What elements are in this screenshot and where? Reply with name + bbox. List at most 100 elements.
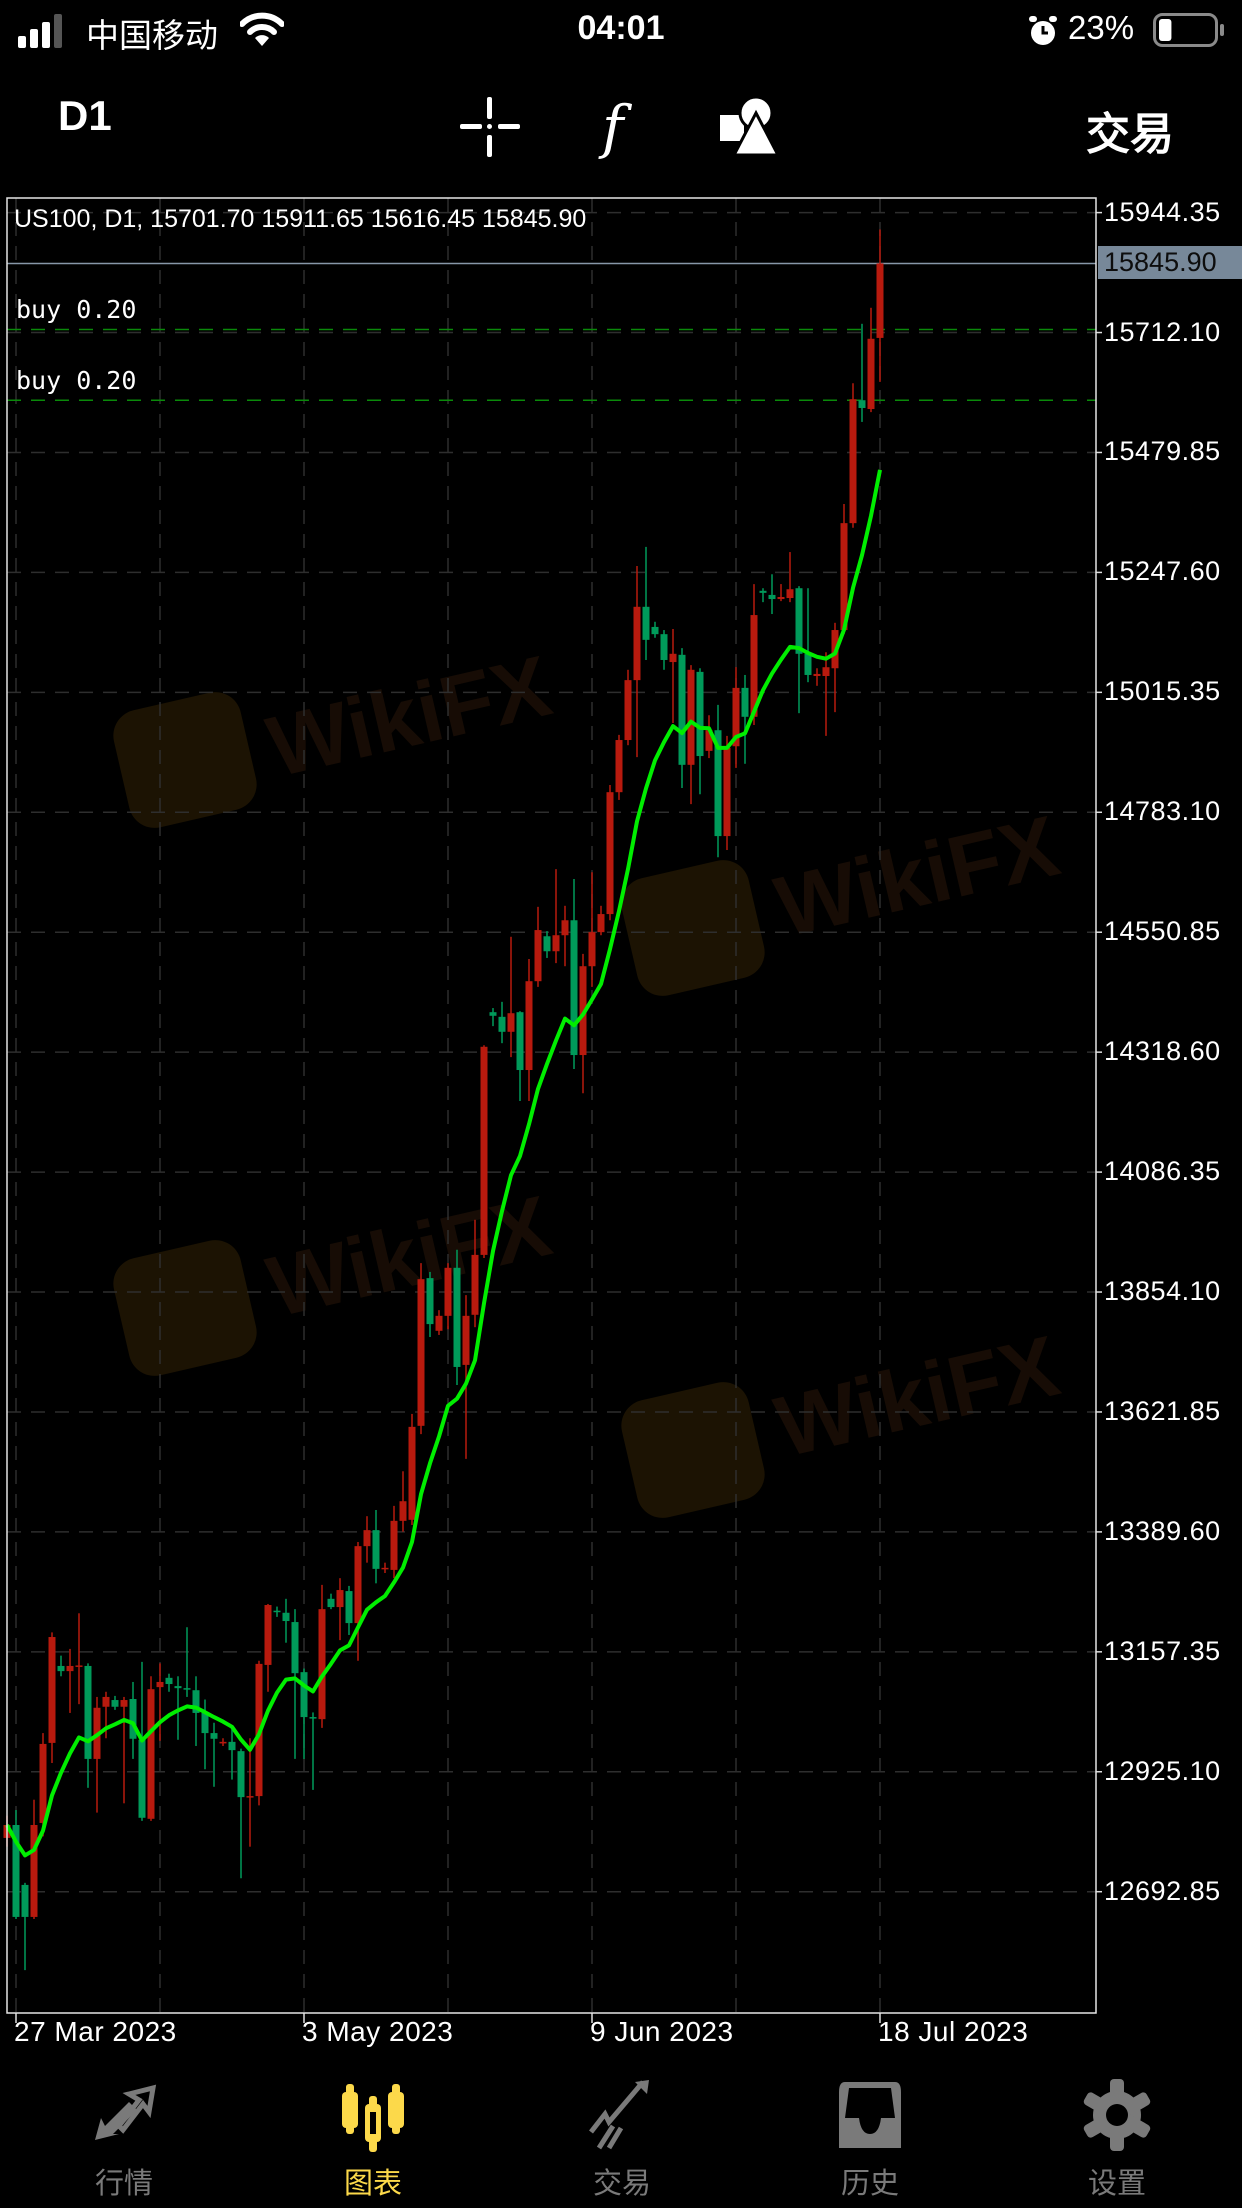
- candle-body-down: [327, 1598, 335, 1608]
- candle-body-up: [444, 1267, 452, 1316]
- buy-order-label[interactable]: buy 0.20: [16, 295, 137, 325]
- candle-body-up: [606, 792, 614, 915]
- tab-label: 历史: [840, 2168, 899, 2200]
- candle-body-up: [120, 1700, 128, 1707]
- candle-body-up: [75, 1665, 83, 1667]
- candle-body-up: [39, 1743, 47, 1823]
- candle-body-down: [192, 1690, 200, 1713]
- moving-average-line: [5, 469, 882, 1858]
- candle-body-down: [201, 1712, 209, 1734]
- objects-icon[interactable]: [718, 95, 782, 159]
- candle-body-down: [678, 654, 686, 765]
- quotes-arrows-icon: [95, 2084, 157, 2140]
- trade-button[interactable]: 交易: [1086, 110, 1174, 159]
- candle-body-up: [597, 914, 605, 933]
- candle-body-down: [858, 400, 866, 408]
- date-tick-label: 3 May 2023: [302, 2016, 454, 2047]
- candle-body-down: [741, 687, 749, 717]
- candle-body-down: [282, 1612, 290, 1622]
- candle-body-down: [210, 1733, 218, 1739]
- candle-body-up: [336, 1590, 344, 1608]
- candle-body-down: [570, 920, 578, 1056]
- candle-body-up: [507, 1013, 515, 1032]
- candle-body-down: [129, 1699, 137, 1739]
- tab-label: 行情: [94, 2168, 153, 2200]
- tab-label: 交易: [592, 2168, 651, 2200]
- candle-body-down: [543, 936, 551, 952]
- current-price-label: 15845.90: [1098, 246, 1242, 280]
- candle-body-up: [534, 930, 542, 982]
- candle-body-down: [516, 1012, 524, 1071]
- candle-body-down: [372, 1530, 380, 1569]
- candle-body-up: [219, 1741, 227, 1744]
- candle-body-up: [462, 1315, 470, 1365]
- candle-body-down: [300, 1672, 308, 1718]
- candle-body-up: [381, 1567, 389, 1570]
- candle-body-down: [183, 1688, 191, 1690]
- tab-label: 设置: [1087, 2168, 1146, 2200]
- candle-body-down: [57, 1665, 65, 1672]
- tab-trade[interactable]: 交易: [522, 2070, 722, 2208]
- price-tick-label: 12925.10: [1104, 1755, 1221, 1786]
- candle-body-up: [156, 1681, 164, 1688]
- candle-body-up: [867, 338, 875, 410]
- clock-time: 04:01: [577, 9, 665, 47]
- candle-body-down: [111, 1700, 119, 1707]
- candle-body-down: [489, 1012, 497, 1016]
- crosshair-icon[interactable]: [458, 95, 522, 159]
- price-tick-label: 14318.60: [1104, 1036, 1221, 1067]
- price-chart[interactable]: [0, 0, 1242, 2060]
- date-tick-label: 18 Jul 2023: [878, 2016, 1029, 2047]
- candle-body-down: [138, 1739, 146, 1818]
- candle-body-down: [768, 594, 776, 600]
- candle-body-down: [795, 588, 803, 654]
- candle-body-up: [264, 1605, 272, 1665]
- tab-quotes[interactable]: 行情: [24, 2070, 224, 2208]
- function-icon[interactable]: f: [596, 95, 644, 159]
- candle-body-up: [399, 1501, 407, 1521]
- candle-body-down: [642, 606, 650, 640]
- candle-body-down: [174, 1686, 182, 1689]
- candle-body-up: [723, 747, 731, 837]
- candle-body-up: [786, 589, 794, 599]
- candle-body-up: [876, 263, 884, 338]
- tab-history[interactable]: 历史: [770, 2070, 970, 2208]
- candle-body-up: [615, 740, 623, 793]
- battery-icon: [1153, 13, 1224, 47]
- candle-body-up: [840, 523, 848, 631]
- status-bar: 中国移动 04:01 23%: [0, 0, 1242, 64]
- candle-body-down: [21, 1884, 29, 1917]
- price-tick-label: 14086.35: [1104, 1156, 1221, 1187]
- candle-body-down: [651, 626, 659, 635]
- buy-order-label[interactable]: buy 0.20: [16, 366, 137, 396]
- candle-body-down: [714, 730, 722, 837]
- candle-body-down: [345, 1591, 353, 1624]
- candle-body-up: [624, 680, 632, 741]
- timeframe-button[interactable]: D1: [58, 92, 112, 139]
- candle-body-up: [390, 1520, 398, 1570]
- tab-settings[interactable]: 设置: [1017, 2070, 1217, 2208]
- candle-body-up: [750, 615, 758, 717]
- tab-label: 图表: [343, 2168, 402, 2200]
- candle-body-down: [237, 1751, 245, 1798]
- candle-body-down: [12, 1825, 20, 1917]
- candle-body-up: [147, 1689, 155, 1819]
- candle-body-up: [561, 920, 569, 936]
- candle-body-down: [84, 1665, 92, 1759]
- candle-body-up: [363, 1530, 371, 1547]
- price-tick-label: 13389.60: [1104, 1515, 1221, 1546]
- date-tick-label: 9 Jun 2023: [590, 2016, 734, 2047]
- candle-body-up: [102, 1696, 110, 1707]
- candle-body-down: [273, 1610, 281, 1613]
- price-tick-label: 15479.85: [1104, 436, 1221, 467]
- candle-body-up: [633, 606, 641, 681]
- candle-body-up: [588, 932, 596, 967]
- candle-body-up: [246, 1796, 254, 1798]
- tab-chart[interactable]: 图表: [273, 2070, 473, 2208]
- date-tick-label: 27 Mar 2023: [14, 2016, 177, 2047]
- settings-gear-icon: [1083, 2079, 1151, 2151]
- wifi-icon: [240, 12, 284, 46]
- price-tick-label: 14550.85: [1104, 916, 1221, 947]
- candle-body-down: [498, 1016, 506, 1032]
- history-inbox-icon: [839, 2082, 901, 2148]
